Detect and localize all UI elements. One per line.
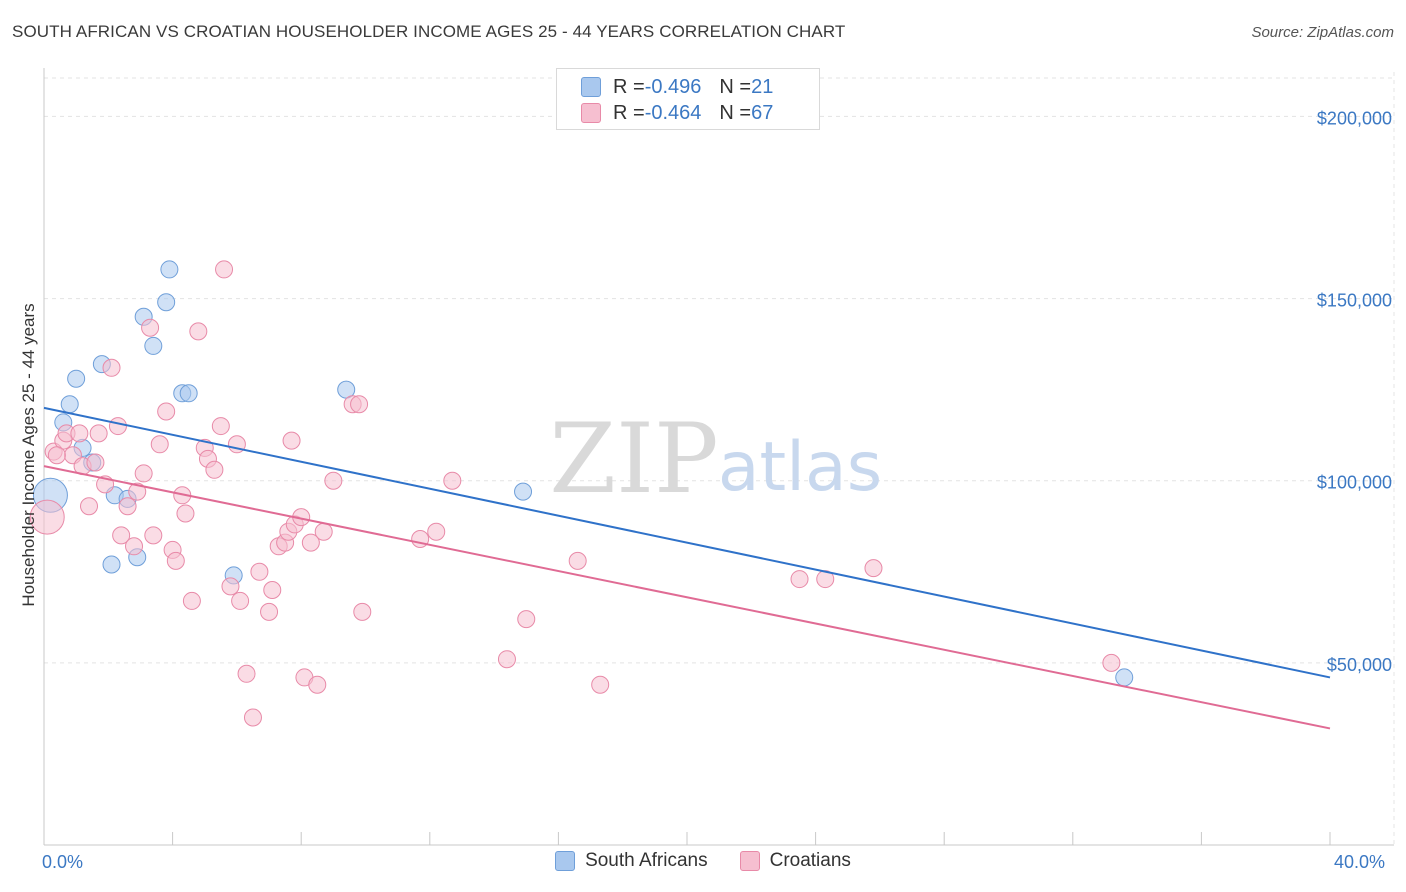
data-point[interactable] (125, 537, 144, 556)
stats-legend: R = -0.496 N = 21 R = -0.464 N = 67 (556, 68, 820, 130)
data-point[interactable] (353, 602, 372, 621)
data-point[interactable] (102, 358, 121, 377)
legend-r-label: R = (613, 101, 645, 124)
watermark-atlas: atlas (718, 428, 882, 507)
data-point[interactable] (86, 453, 105, 472)
source-label: Source: ZipAtlas.com (1251, 24, 1394, 41)
data-point[interactable] (80, 497, 99, 516)
legend-swatch-croatians (739, 851, 760, 871)
chart-title: SOUTH AFRICAN VS CROATIAN HOUSEHOLDER IN… (12, 22, 846, 41)
data-point[interactable] (166, 551, 185, 570)
data-point[interactable] (70, 424, 89, 443)
data-point[interactable] (176, 504, 195, 523)
y-axis-label: Householder Income Ages 25 - 44 years (19, 303, 38, 607)
data-point[interactable] (260, 602, 279, 621)
series-croatians (29, 260, 1121, 727)
trend-layer (43, 406, 1331, 730)
legend-label-croatians: Croatians (769, 850, 851, 871)
legend-n-label: N = (719, 75, 752, 98)
data-point[interactable] (157, 402, 176, 421)
data-point[interactable] (350, 395, 369, 414)
data-point[interactable] (514, 482, 533, 501)
legend-swatch-south-africans (581, 77, 601, 97)
data-point[interactable] (301, 533, 320, 552)
data-point[interactable] (47, 446, 66, 465)
data-point[interactable] (497, 650, 516, 669)
data-point[interactable] (144, 336, 163, 355)
legend-swatch-croatians (581, 103, 601, 123)
data-point[interactable] (189, 322, 208, 341)
data-point[interactable] (591, 675, 610, 694)
data-point[interactable] (112, 526, 131, 545)
data-point[interactable] (67, 369, 86, 388)
legend-swatch-south-africans (555, 851, 576, 871)
y-tick-label: $100,000 (1317, 473, 1392, 493)
y-tick-label: $50,000 (1327, 655, 1392, 675)
legend-n-label: N = (719, 101, 752, 124)
data-point[interactable] (864, 559, 883, 578)
data-point[interactable] (144, 526, 163, 545)
legend-n-value: 67 (751, 101, 774, 124)
legend-r-label: R = (613, 75, 645, 98)
data-point[interactable] (790, 570, 809, 589)
data-point[interactable] (282, 431, 301, 450)
data-point[interactable] (308, 675, 327, 694)
x-tick-max: 40.0% (1334, 852, 1386, 872)
legend-label-south-africans: South Africans (585, 850, 708, 871)
legend-item-croatians[interactable]: Croatians (739, 850, 851, 872)
trend-line-croatians (43, 465, 1331, 730)
axis-layer: $50,000 $100,000 $150,000 $200,000 (43, 68, 1394, 846)
data-point[interactable] (263, 581, 282, 599)
data-point[interactable] (29, 499, 65, 535)
data-point[interactable] (102, 555, 121, 574)
data-point[interactable] (250, 562, 269, 581)
series-legend: South Africans Croatians (0, 850, 1406, 872)
data-point[interactable] (134, 464, 153, 483)
data-point[interactable] (443, 471, 462, 490)
trend-line-south-africans (43, 406, 1331, 679)
data-point[interactable] (427, 522, 446, 541)
data-point[interactable] (568, 551, 587, 570)
data-point[interactable] (141, 318, 160, 337)
legend-row-south-africans: R = -0.496 N = 21 (581, 74, 773, 100)
series-south-africans (32, 260, 1134, 687)
data-point[interactable] (60, 395, 79, 414)
data-point[interactable] (160, 260, 179, 279)
data-point[interactable] (215, 260, 234, 279)
data-point[interactable] (243, 708, 262, 727)
data-point[interactable] (324, 471, 343, 490)
y-tick-label: $150,000 (1317, 291, 1392, 311)
data-point[interactable] (237, 664, 256, 683)
data-point[interactable] (157, 293, 176, 312)
data-point[interactable] (1102, 653, 1121, 672)
data-point[interactable] (517, 610, 536, 629)
data-point[interactable] (108, 417, 127, 436)
data-point[interactable] (816, 570, 835, 589)
data-point[interactable] (128, 482, 147, 501)
data-point[interactable] (205, 460, 224, 479)
data-point[interactable] (231, 591, 250, 610)
data-point[interactable] (314, 522, 333, 541)
legend-r-value: -0.464 (644, 101, 702, 124)
legend-row-croatians: R = -0.464 N = 67 (581, 100, 773, 126)
data-point[interactable] (150, 435, 169, 454)
legend-item-south-africans[interactable]: South Africans (555, 850, 708, 872)
watermark-zip: ZIP (549, 403, 718, 515)
data-point[interactable] (89, 424, 108, 443)
watermark: ZIP atlas (549, 403, 882, 515)
data-point[interactable] (221, 577, 240, 596)
data-point[interactable] (179, 384, 198, 403)
data-point[interactable] (1115, 668, 1134, 687)
y-tick-label: $200,000 (1317, 108, 1392, 128)
legend-r-value: -0.496 (644, 75, 702, 98)
data-point[interactable] (211, 417, 230, 436)
x-tick-min: 0.0% (42, 852, 84, 872)
data-point[interactable] (182, 591, 201, 610)
legend-n-value: 21 (751, 75, 774, 98)
data-point[interactable] (118, 497, 137, 516)
points-layer (29, 260, 1134, 727)
